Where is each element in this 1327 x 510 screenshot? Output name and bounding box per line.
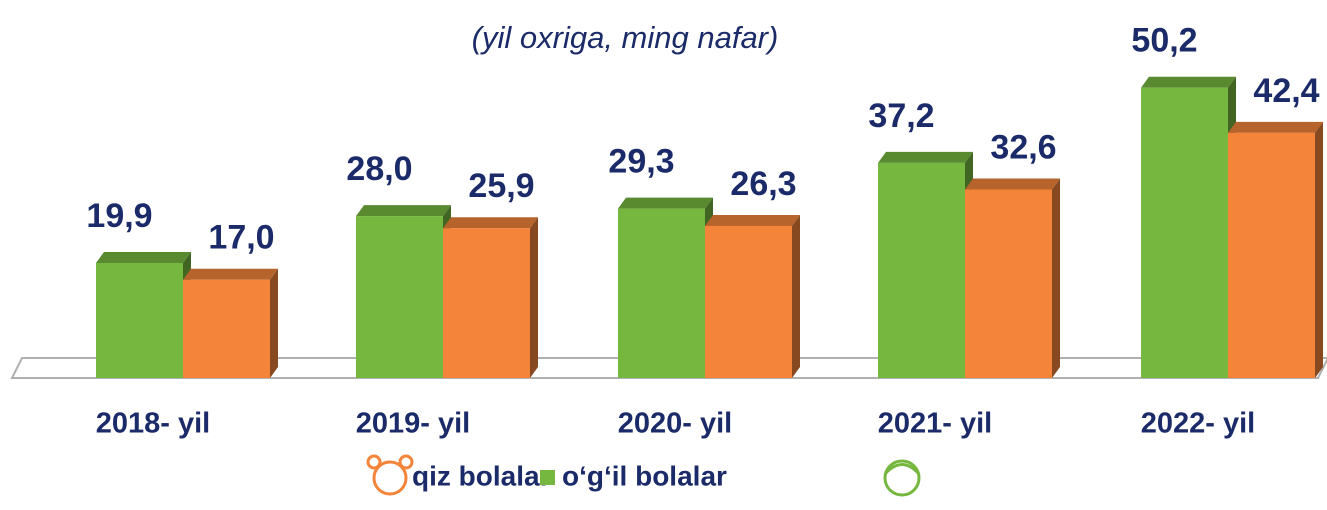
- bar-front: [705, 225, 792, 378]
- bar-front: [96, 262, 183, 378]
- bar-side: [530, 217, 538, 378]
- bar-top: [1228, 121, 1323, 133]
- x-tick-label: 2022- yil: [1141, 408, 1255, 440]
- bar-front: [878, 162, 965, 378]
- value-label: 42,4: [1253, 72, 1319, 110]
- icon-head: [883, 459, 921, 497]
- bar-top: [878, 151, 973, 163]
- value-label: 29,3: [608, 143, 674, 181]
- icon-head: [372, 460, 408, 496]
- value-label: 28,0: [346, 150, 412, 188]
- value-label: 17,0: [208, 219, 274, 257]
- bar: [965, 178, 1060, 378]
- x-tick-label: 2020- yil: [618, 408, 732, 440]
- x-tick-label: 2021- yil: [878, 408, 992, 440]
- bar-top: [356, 205, 451, 217]
- bar-top: [96, 251, 191, 263]
- bar: [618, 197, 713, 378]
- bar: [1228, 121, 1323, 379]
- bar: [96, 251, 191, 378]
- bar-side: [792, 214, 800, 378]
- value-label: 25,9: [468, 167, 534, 205]
- value-label: 32,6: [990, 128, 1056, 166]
- bar: [356, 205, 451, 378]
- bar-top: [965, 178, 1060, 190]
- bar: [183, 268, 278, 378]
- icon-bun: [398, 454, 414, 470]
- bar-top: [183, 268, 278, 280]
- bar-top: [705, 214, 800, 226]
- bar: [705, 214, 800, 378]
- bar-front: [618, 208, 705, 378]
- x-tick-label: 2018- yil: [96, 408, 210, 440]
- bar: [443, 217, 538, 378]
- legend-swatch: [540, 470, 555, 485]
- legend-icon: [366, 454, 414, 496]
- bar-front: [1228, 132, 1315, 378]
- bar-front: [356, 216, 443, 378]
- icon-hair: [883, 463, 921, 476]
- bar-top: [1141, 76, 1236, 88]
- legend-label: qiz bolalar: [412, 460, 551, 491]
- icon-bun: [366, 454, 382, 470]
- chart-subtitle: (yil oxriga, ming nafar): [472, 20, 779, 55]
- bar-front: [183, 279, 270, 378]
- value-label: 50,2: [1131, 22, 1197, 60]
- bar: [878, 151, 973, 378]
- bar-top: [443, 217, 538, 229]
- value-label: 19,9: [86, 197, 152, 235]
- bar-front: [965, 189, 1052, 378]
- bar-top: [618, 197, 713, 209]
- bar-side: [1315, 121, 1323, 379]
- legend-label: o‘g‘il bolalar: [562, 460, 727, 491]
- value-label: 37,2: [868, 97, 934, 135]
- value-label: 26,3: [730, 165, 796, 203]
- legend-icon: [883, 459, 921, 497]
- bar-front: [443, 228, 530, 378]
- bar-side: [270, 268, 278, 378]
- bar-side: [1052, 178, 1060, 378]
- bar-front: [1141, 87, 1228, 379]
- x-tick-label: 2019- yil: [356, 408, 470, 440]
- bar: [1141, 76, 1236, 379]
